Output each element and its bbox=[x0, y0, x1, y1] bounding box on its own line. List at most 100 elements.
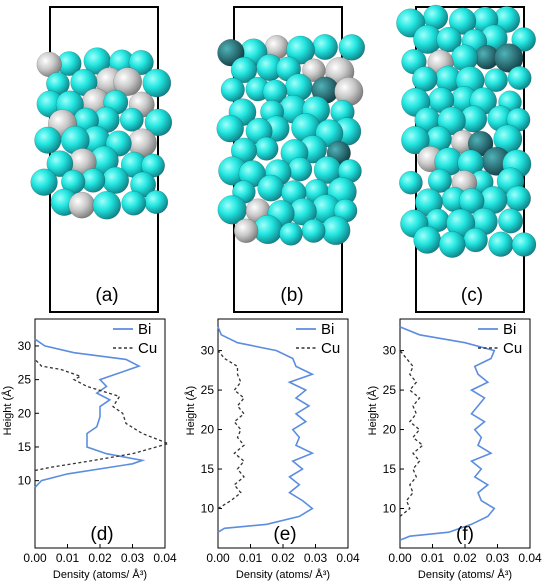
bi-atom bbox=[438, 231, 466, 258]
panel-label: (e) bbox=[273, 524, 296, 545]
x-tick-label: 0.01 bbox=[56, 551, 80, 565]
y-tick-label: 25 bbox=[383, 383, 397, 397]
panel-label-b: (b) bbox=[280, 285, 303, 306]
y-tick-label: 15 bbox=[201, 462, 215, 476]
y-axis-label: Height (Å) bbox=[366, 386, 379, 436]
panel-label-a: (a) bbox=[95, 285, 118, 306]
bi-atom bbox=[254, 136, 279, 161]
bi-atom bbox=[494, 43, 524, 73]
bi-atom bbox=[321, 215, 351, 246]
bi-atom bbox=[30, 168, 58, 196]
y-tick-label: 10 bbox=[18, 474, 32, 488]
y-axis-label: Height (Å) bbox=[1, 386, 14, 436]
density-chart-e: 0.00 0.01 0.02 0.03 0.04 10 15 20 25 30 Density (a… bbox=[184, 318, 360, 581]
bi-atom bbox=[338, 34, 366, 61]
y-tick-label: 10 bbox=[201, 502, 215, 516]
bi-atom bbox=[301, 218, 326, 243]
y-tick-label: 15 bbox=[383, 462, 397, 476]
legend-label-bi: Bi bbox=[321, 321, 334, 338]
y-tick-label: 15 bbox=[18, 440, 32, 454]
bi-atom bbox=[505, 185, 531, 212]
bi-atom bbox=[427, 168, 452, 193]
y-axis-label: Height (Å) bbox=[184, 386, 197, 436]
density-chart-d: 0.00 0.01 0.02 0.03 0.04 10 15 20 25 30 Density (a… bbox=[1, 318, 177, 581]
bi-atom bbox=[144, 190, 169, 215]
bi-atom bbox=[128, 49, 154, 76]
legend-label-cu: Cu bbox=[321, 340, 340, 357]
x-tick-label: 0.04 bbox=[518, 551, 542, 565]
cu-atom bbox=[68, 191, 96, 219]
bi-atom bbox=[144, 108, 173, 137]
bi-atom bbox=[46, 150, 74, 178]
x-axis-label: Density (atoms/ Å³) bbox=[53, 568, 147, 581]
bi-atom bbox=[287, 156, 313, 182]
legend-label-bi: Bi bbox=[503, 321, 516, 338]
bi-atom bbox=[498, 208, 524, 234]
bi-atom bbox=[413, 226, 442, 254]
x-axis-label: Density (atoms/ Å³) bbox=[236, 568, 330, 581]
x-tick-label: 0.04 bbox=[153, 551, 177, 565]
series-line-bi bbox=[34, 338, 146, 488]
bi-atom bbox=[101, 166, 130, 194]
bi-atom bbox=[484, 68, 508, 93]
bi-atom bbox=[436, 26, 462, 53]
bi-atom bbox=[448, 7, 477, 35]
bi-atom bbox=[220, 77, 245, 102]
bi-atom bbox=[507, 66, 532, 90]
bi-atom bbox=[121, 190, 147, 216]
bi-atom bbox=[279, 222, 303, 246]
panel-label: (d) bbox=[90, 524, 113, 545]
x-tick-label: 0.02 bbox=[88, 551, 112, 565]
x-tick-label: 0.03 bbox=[304, 551, 328, 565]
series-line-cu bbox=[34, 358, 171, 472]
snapshot-panel-c bbox=[396, 4, 537, 313]
bi-atom bbox=[257, 174, 285, 202]
cu-atom bbox=[233, 218, 259, 244]
bi-atom bbox=[216, 114, 244, 143]
bi-atom bbox=[286, 35, 315, 65]
y-tick-label: 20 bbox=[18, 406, 32, 420]
series-line-bi bbox=[399, 326, 496, 541]
panel-label-c: (c) bbox=[461, 285, 483, 306]
bi-atom bbox=[511, 232, 537, 257]
bi-atom bbox=[463, 227, 488, 253]
series-line-bi bbox=[217, 326, 315, 533]
y-tick-label: 30 bbox=[201, 344, 215, 358]
bi-atom bbox=[401, 125, 430, 155]
bi-atom bbox=[488, 231, 514, 257]
y-tick-label: 30 bbox=[383, 344, 397, 358]
bi-atom bbox=[399, 170, 423, 195]
snapshot-panel-b bbox=[216, 6, 366, 313]
panel-label: (f) bbox=[456, 524, 474, 545]
density-chart-f: 0.00 0.01 0.02 0.03 0.04 10 15 20 25 30 Density (a… bbox=[366, 318, 542, 581]
cu-atom bbox=[113, 67, 143, 96]
series-line-cu bbox=[399, 350, 424, 517]
x-tick-label: 0.00 bbox=[206, 551, 230, 565]
x-tick-label: 0.04 bbox=[336, 551, 360, 565]
bi-atom bbox=[412, 66, 438, 92]
snapshot-panel-a bbox=[30, 6, 173, 313]
bi-atom bbox=[119, 107, 144, 132]
x-tick-label: 0.02 bbox=[271, 551, 295, 565]
x-tick-label: 0.01 bbox=[239, 551, 263, 565]
x-tick-label: 0.01 bbox=[421, 551, 445, 565]
x-axis-label: Density (atoms/ Å³) bbox=[418, 568, 512, 581]
legend-label-bi: Bi bbox=[138, 321, 151, 338]
bi-atom bbox=[34, 126, 62, 154]
legend-label-cu: Cu bbox=[138, 340, 157, 357]
bi-atom bbox=[142, 68, 172, 98]
legend-label-cu: Cu bbox=[503, 340, 522, 357]
y-tick-label: 30 bbox=[18, 339, 32, 353]
bi-atom bbox=[230, 56, 258, 84]
y-tick-label: 25 bbox=[201, 383, 215, 397]
bi-atom bbox=[312, 34, 338, 60]
y-tick-label: 20 bbox=[383, 423, 397, 437]
x-tick-label: 0.02 bbox=[453, 551, 477, 565]
y-tick-label: 10 bbox=[383, 502, 397, 516]
x-tick-label: 0.03 bbox=[486, 551, 510, 565]
y-tick-label: 20 bbox=[201, 423, 215, 437]
y-tick-label: 25 bbox=[18, 373, 32, 387]
bi-atom bbox=[458, 188, 485, 214]
bi-atom bbox=[92, 191, 122, 220]
x-tick-label: 0.03 bbox=[121, 551, 145, 565]
